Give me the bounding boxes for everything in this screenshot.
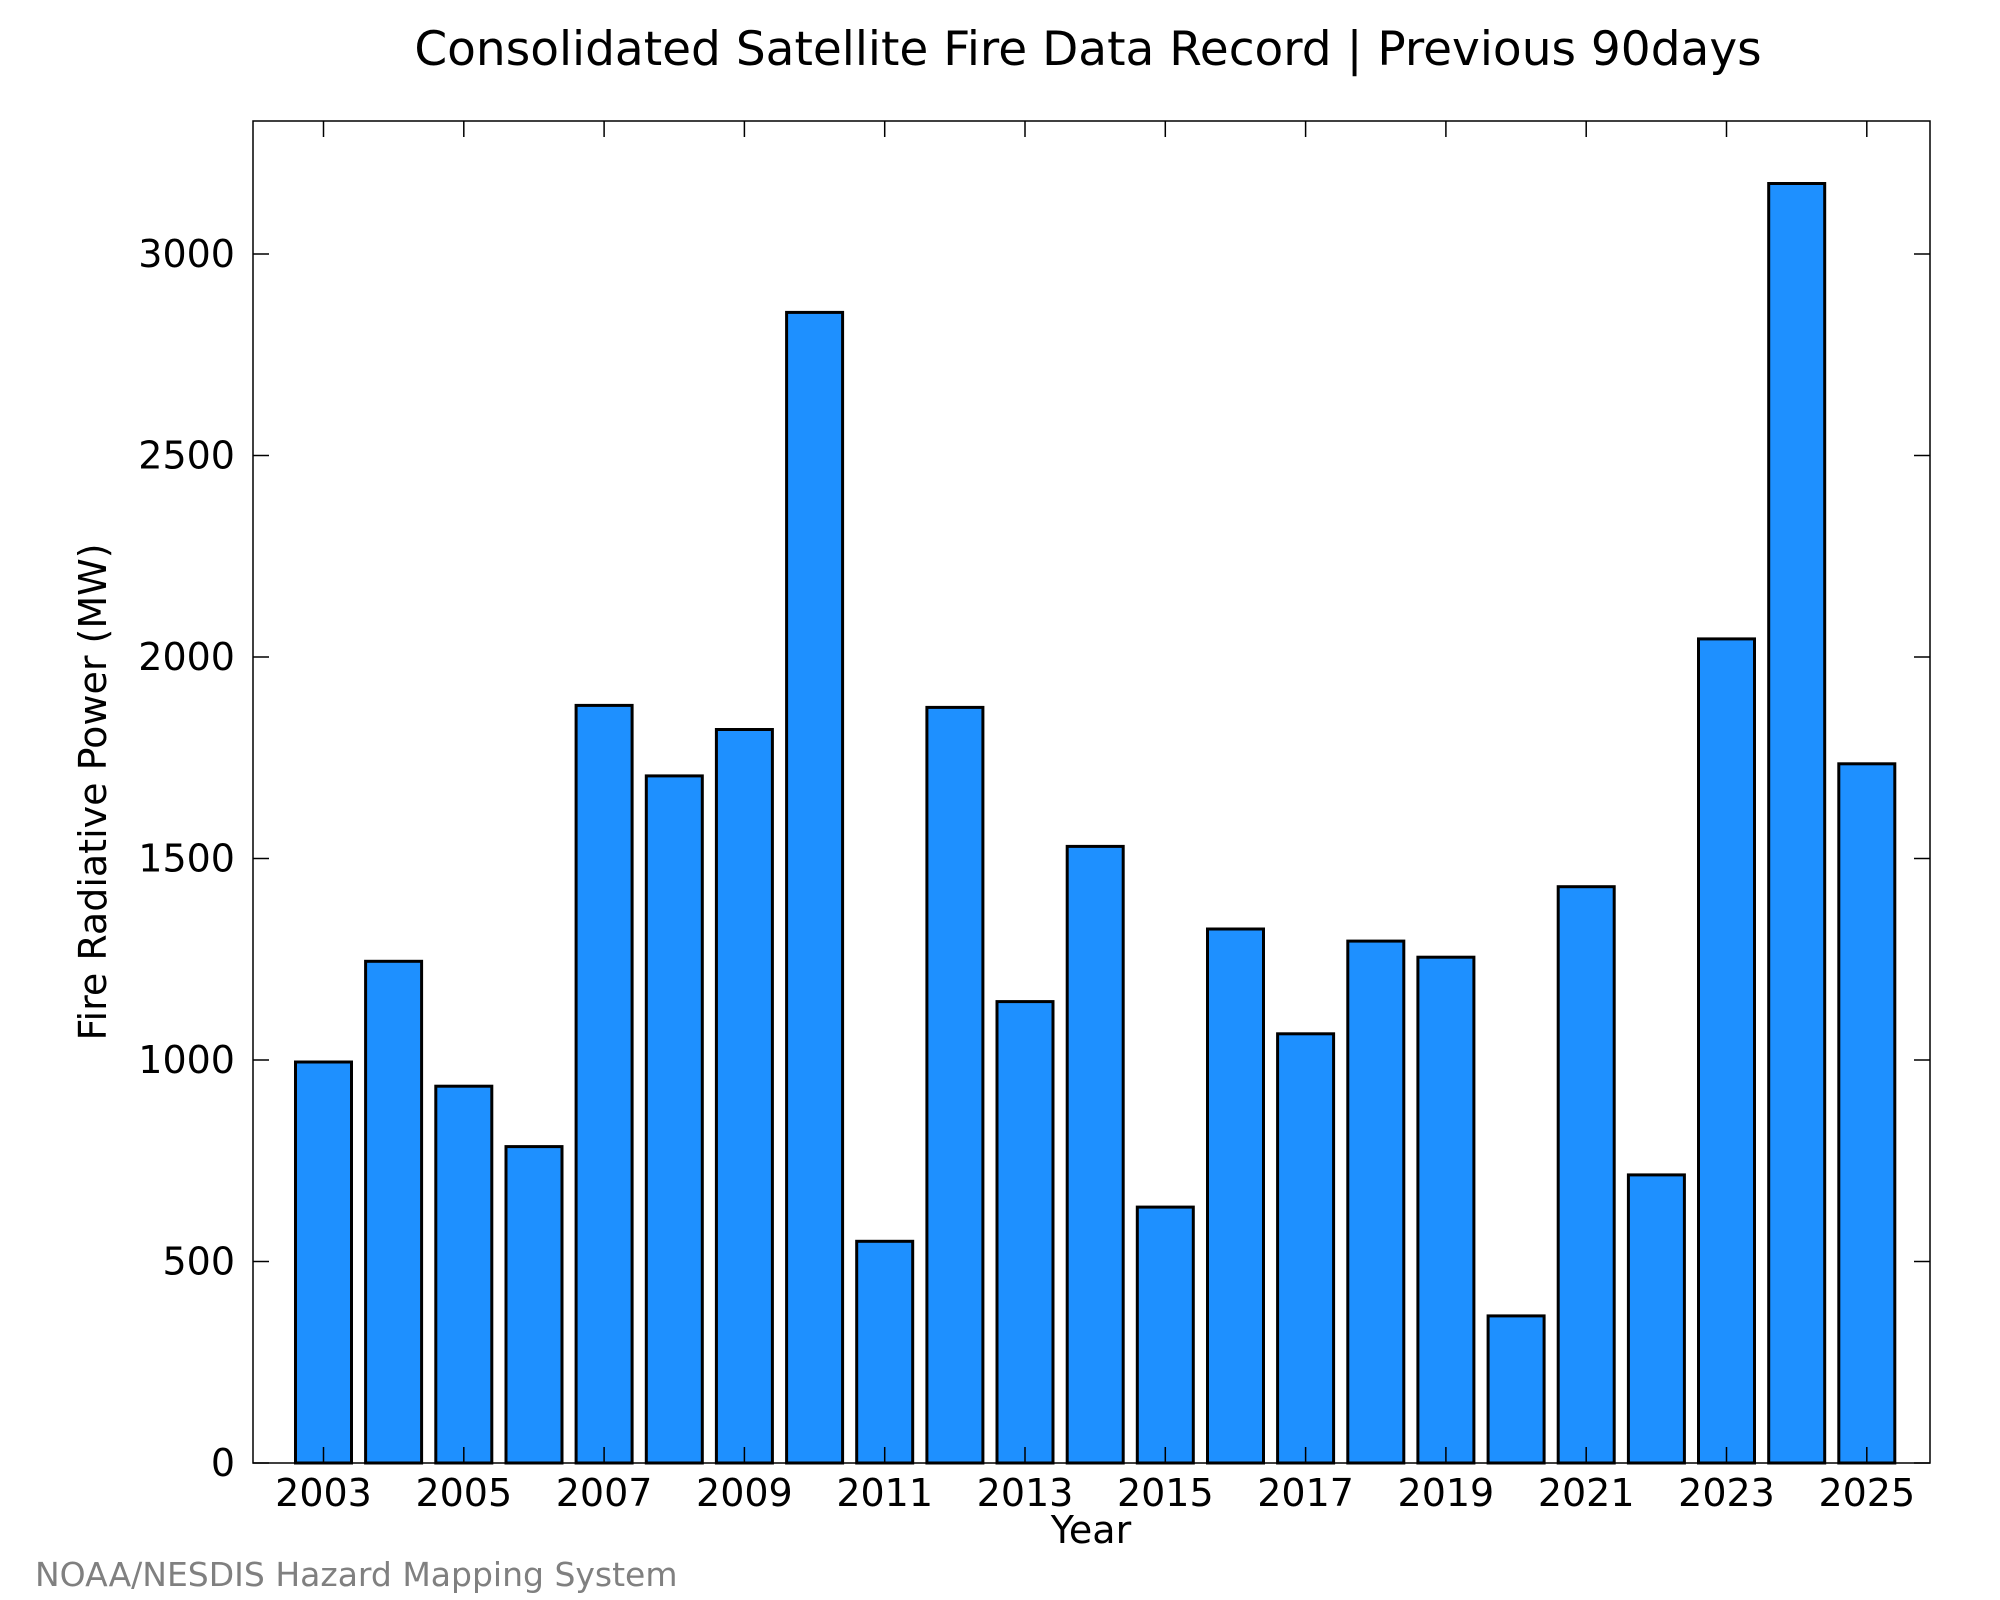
plot-frame bbox=[252, 120, 1931, 1464]
x-tick-label: 2007 bbox=[556, 1471, 653, 1515]
source-credit: NOAA/NESDIS Hazard Mapping System bbox=[35, 1555, 678, 1594]
bar-2015 bbox=[1135, 1205, 1195, 1465]
bar-2018 bbox=[1346, 939, 1406, 1465]
bar-2005 bbox=[434, 1084, 494, 1465]
x-tick-label: 2003 bbox=[275, 1471, 372, 1515]
bar-2013 bbox=[995, 1000, 1055, 1465]
y-tick-label: 2000 bbox=[138, 635, 235, 679]
y-tick-label: 3000 bbox=[138, 232, 235, 276]
x-tick-label: 2023 bbox=[1678, 1471, 1775, 1515]
bars-group bbox=[294, 182, 1897, 1465]
x-tick-label: 2021 bbox=[1538, 1471, 1635, 1515]
chart-title: Consolidated Satellite Fire Data Record … bbox=[414, 22, 1761, 77]
bar-2017 bbox=[1276, 1032, 1336, 1465]
bar-2006 bbox=[504, 1145, 564, 1465]
bar-2020 bbox=[1486, 1314, 1546, 1465]
y-tick-label: 1000 bbox=[138, 1038, 235, 1082]
x-tick-label: 2005 bbox=[415, 1471, 512, 1515]
y-tick-label: 500 bbox=[162, 1240, 235, 1284]
x-tick-label: 2019 bbox=[1398, 1471, 1495, 1515]
bar-2014 bbox=[1065, 844, 1125, 1465]
bar-2016 bbox=[1206, 927, 1265, 1465]
x-tick-label: 2025 bbox=[1818, 1471, 1915, 1515]
bar-2007 bbox=[574, 703, 634, 1465]
ticks-group bbox=[253, 121, 1930, 1464]
bar-2008 bbox=[644, 774, 704, 1465]
bar-2025 bbox=[1837, 762, 1897, 1465]
x-tick-labels: 2003 2005 2007 2009 2011 2013 2015 2017 2019 2021… bbox=[275, 1471, 1915, 1515]
bar-2019 bbox=[1416, 955, 1476, 1465]
x-tick-label: 2017 bbox=[1257, 1471, 1354, 1515]
y-axis-label: Fire Radiative Power (MW) bbox=[71, 543, 115, 1040]
y-tick-labels: 0 500 1000 1500 2000 2500 3000 bbox=[138, 232, 235, 1485]
bar-2011 bbox=[855, 1239, 915, 1465]
bar-2024 bbox=[1767, 182, 1827, 1465]
x-tick-label: 2011 bbox=[836, 1471, 933, 1515]
bar-2004 bbox=[364, 959, 424, 1465]
x-axis-label: Year bbox=[1050, 1508, 1132, 1552]
y-tick-label: 1500 bbox=[138, 837, 235, 881]
y-tick-label: 0 bbox=[211, 1441, 235, 1485]
bar-2012 bbox=[925, 705, 985, 1465]
bar-2009 bbox=[714, 728, 774, 1465]
x-tick-label: 2015 bbox=[1117, 1471, 1214, 1515]
x-tick-label: 2009 bbox=[696, 1471, 793, 1515]
bar-2023 bbox=[1697, 637, 1756, 1465]
bar-2010 bbox=[785, 310, 845, 1465]
y-tick-label: 2500 bbox=[138, 434, 235, 478]
bar-2021 bbox=[1556, 885, 1616, 1465]
bar-2022 bbox=[1626, 1173, 1686, 1465]
x-tick-label: 2013 bbox=[977, 1471, 1074, 1515]
bar-2003 bbox=[294, 1060, 353, 1465]
